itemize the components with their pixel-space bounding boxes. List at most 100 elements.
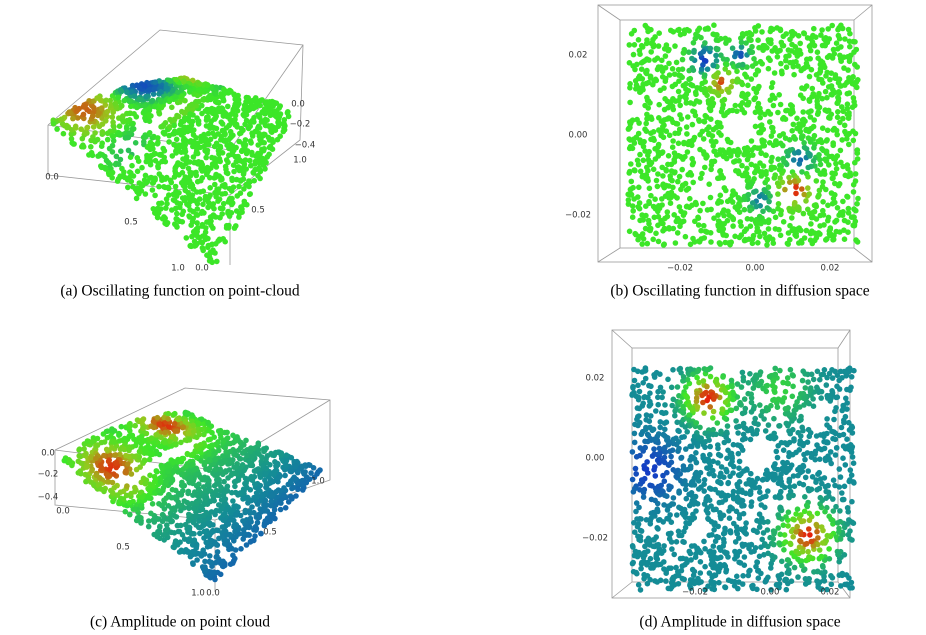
- point: [231, 168, 237, 175]
- point: [107, 452, 114, 459]
- point: [702, 164, 708, 171]
- point: [669, 83, 676, 90]
- point: [653, 230, 659, 237]
- point: [662, 426, 668, 433]
- point: [715, 175, 721, 182]
- point: [172, 440, 179, 447]
- point: [243, 437, 249, 444]
- point: [116, 438, 123, 444]
- point: [852, 82, 858, 88]
- point: [733, 168, 739, 174]
- point: [718, 172, 724, 178]
- point: [216, 236, 223, 243]
- point: [155, 135, 161, 141]
- point: [823, 138, 830, 144]
- point: [240, 496, 246, 502]
- point: [807, 56, 813, 62]
- point: [636, 47, 643, 54]
- point: [230, 432, 236, 439]
- point: [145, 493, 152, 500]
- point: [159, 465, 165, 471]
- point: [650, 36, 656, 43]
- point: [240, 176, 247, 182]
- point: [149, 187, 156, 193]
- point: [785, 422, 791, 429]
- point: [791, 71, 797, 78]
- point: [167, 97, 173, 103]
- point: [641, 58, 648, 64]
- point: [263, 465, 270, 472]
- point: [169, 494, 175, 501]
- point: [282, 467, 288, 473]
- point: [711, 215, 717, 221]
- point: [689, 121, 696, 128]
- point: [851, 98, 857, 105]
- point: [817, 223, 823, 229]
- point: [121, 169, 127, 175]
- point: [764, 176, 770, 183]
- point: [707, 85, 713, 92]
- point: [768, 37, 774, 43]
- point: [794, 115, 800, 122]
- point: [772, 226, 779, 232]
- point: [162, 158, 169, 165]
- point: [239, 472, 246, 478]
- point: [173, 464, 179, 470]
- point: [803, 126, 810, 133]
- point: [110, 119, 116, 126]
- point: [66, 109, 73, 115]
- point: [215, 186, 222, 192]
- point: [734, 204, 740, 210]
- point: [231, 538, 237, 544]
- point: [266, 110, 273, 116]
- point: [671, 71, 678, 77]
- point: [280, 128, 287, 135]
- point: [761, 138, 767, 144]
- point: [107, 128, 113, 135]
- point: [704, 229, 710, 235]
- point: [191, 537, 198, 543]
- point: [253, 527, 259, 533]
- point: [689, 55, 695, 62]
- point: [189, 77, 196, 84]
- point: [201, 522, 207, 528]
- point: [725, 480, 731, 487]
- point: [700, 62, 706, 68]
- point: [800, 122, 806, 128]
- point: [840, 209, 846, 215]
- point: [164, 516, 170, 522]
- point: [125, 184, 131, 191]
- point: [626, 136, 632, 142]
- point: [256, 167, 263, 173]
- point: [150, 445, 156, 451]
- point: [193, 148, 200, 154]
- point: [672, 240, 679, 246]
- point: [647, 227, 653, 234]
- point: [168, 529, 175, 536]
- point: [626, 170, 632, 176]
- point: [212, 181, 218, 188]
- point: [799, 85, 805, 91]
- point: [665, 161, 671, 168]
- point: [236, 157, 243, 163]
- point: [274, 108, 280, 114]
- point: [80, 142, 86, 148]
- point: [110, 109, 116, 115]
- point: [722, 66, 728, 72]
- point: [753, 203, 759, 210]
- point: [131, 453, 138, 460]
- point: [817, 171, 824, 177]
- point: [178, 439, 184, 446]
- point: [277, 103, 284, 109]
- point: [164, 522, 170, 528]
- point: [652, 578, 658, 584]
- point: [139, 418, 145, 425]
- point: [823, 382, 830, 388]
- point: [69, 462, 75, 469]
- point: [176, 549, 183, 555]
- point: [201, 516, 207, 523]
- point: [150, 91, 157, 97]
- point: [218, 460, 225, 467]
- point: [167, 116, 173, 123]
- point: [179, 169, 186, 176]
